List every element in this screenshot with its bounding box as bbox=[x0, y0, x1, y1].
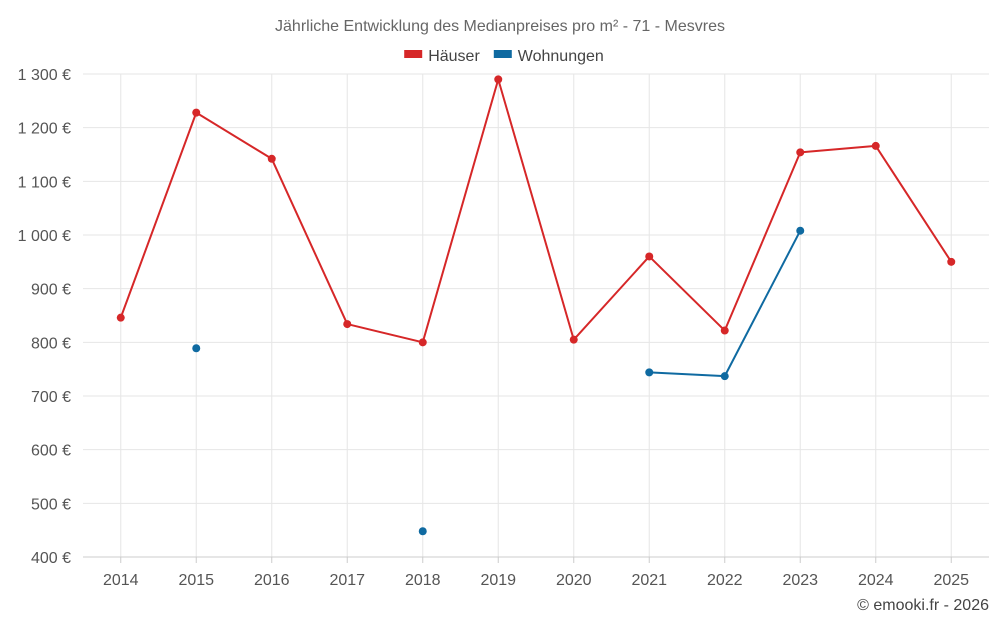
data-point[interactable] bbox=[947, 257, 956, 266]
data-point[interactable] bbox=[192, 344, 201, 353]
y-tick-label: 800 € bbox=[31, 335, 71, 352]
data-point[interactable] bbox=[796, 226, 805, 235]
y-tick-label: 1 300 € bbox=[18, 67, 71, 84]
data-point[interactable] bbox=[267, 154, 276, 163]
x-tick-label: 2019 bbox=[480, 572, 516, 589]
x-tick-label: 2025 bbox=[933, 572, 969, 589]
series-0 bbox=[116, 75, 956, 347]
y-tick-label: 1 100 € bbox=[18, 174, 71, 191]
x-tick-label: 2018 bbox=[405, 572, 441, 589]
y-tick-label: 1 200 € bbox=[18, 121, 71, 138]
data-point[interactable] bbox=[645, 252, 654, 261]
credit-text: © emooki.fr - 2026 bbox=[857, 597, 989, 614]
data-point[interactable] bbox=[796, 148, 805, 157]
x-tick-label: 2020 bbox=[556, 572, 592, 589]
x-tick-label: 2023 bbox=[782, 572, 818, 589]
y-tick-label: 700 € bbox=[31, 389, 71, 406]
data-point[interactable] bbox=[494, 75, 503, 84]
series-layer bbox=[116, 75, 956, 536]
chart-title: Jährliche Entwicklung des Medianpreises … bbox=[275, 18, 725, 35]
legend-label: Häuser bbox=[428, 48, 480, 65]
data-point[interactable] bbox=[418, 338, 427, 347]
data-point[interactable] bbox=[645, 368, 654, 377]
y-tick-label: 1 000 € bbox=[18, 228, 71, 245]
x-tick-label: 2015 bbox=[178, 572, 214, 589]
data-point[interactable] bbox=[192, 108, 201, 117]
data-point[interactable] bbox=[343, 320, 352, 329]
x-tick-label: 2016 bbox=[254, 572, 290, 589]
legend-swatch bbox=[493, 50, 512, 58]
y-tick-label: 900 € bbox=[31, 282, 71, 299]
x-tick-label: 2014 bbox=[103, 572, 139, 589]
x-tick-label: 2021 bbox=[631, 572, 667, 589]
grid-layer bbox=[83, 73, 989, 557]
x-tick-label: 2024 bbox=[858, 572, 894, 589]
legend-swatch bbox=[404, 50, 423, 58]
series-1 bbox=[192, 226, 805, 536]
data-point[interactable] bbox=[871, 141, 880, 150]
legend-item[interactable]: Häuser bbox=[404, 48, 480, 65]
axis-layer: 400 € 500 € 600 € 700 € 800 € 900 € 1 000 € 1 1… bbox=[18, 67, 989, 589]
data-point[interactable] bbox=[418, 527, 427, 536]
legend-label: Wohnungen bbox=[518, 48, 604, 65]
y-tick-label: 600 € bbox=[31, 443, 71, 460]
data-point[interactable] bbox=[720, 372, 729, 381]
y-tick-label: 400 € bbox=[31, 550, 71, 567]
data-point[interactable] bbox=[569, 335, 578, 344]
x-tick-label: 2017 bbox=[329, 572, 365, 589]
data-point[interactable] bbox=[116, 313, 125, 322]
y-tick-label: 500 € bbox=[31, 496, 71, 513]
legend[interactable]: Häuser Wohnungen bbox=[404, 48, 604, 65]
x-tick-label: 2022 bbox=[707, 572, 743, 589]
legend-item[interactable]: Wohnungen bbox=[493, 48, 604, 65]
series-line bbox=[119, 78, 953, 344]
data-point[interactable] bbox=[720, 326, 729, 335]
